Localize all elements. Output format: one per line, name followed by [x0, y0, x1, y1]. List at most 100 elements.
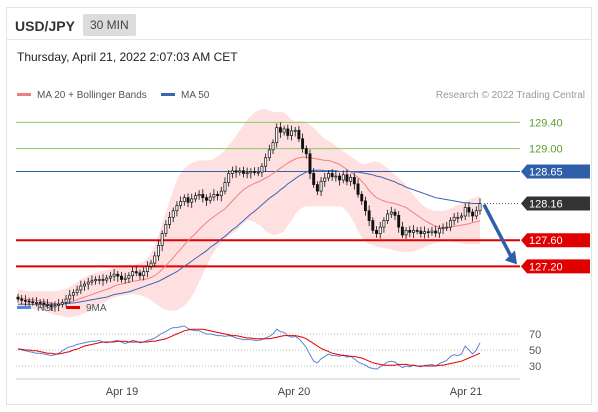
chart-header: USD/JPY 30 MIN — [7, 8, 591, 40]
time-axis: Apr 19 Apr 20 Apr 21 — [16, 378, 520, 398]
candle-body — [260, 165, 264, 173]
candle-body — [201, 194, 205, 199]
candle-body — [234, 170, 238, 173]
candle-body — [46, 303, 50, 306]
x-tick-label: Apr 21 — [450, 386, 482, 398]
candle-body — [382, 220, 386, 228]
price-level-tag — [521, 164, 590, 179]
candle-body — [352, 177, 356, 185]
rsi-tick-label: 50 — [529, 345, 541, 357]
candle-body — [186, 197, 190, 203]
forecast-arrow-head — [505, 250, 517, 265]
candle-body — [452, 216, 456, 221]
price-pane: 129.40 129.00 128.65 128.16 127.60 127.20 — [16, 109, 590, 317]
candle-body — [389, 211, 393, 215]
candle-body — [108, 275, 112, 279]
candle-body — [330, 173, 334, 178]
candle-body — [448, 220, 452, 228]
rsi-ma-legend-label: 9MA — [86, 303, 107, 314]
candle-body — [441, 227, 445, 230]
candle-body — [238, 170, 242, 173]
candle-body — [308, 153, 312, 174]
candle-body — [412, 230, 415, 233]
candle-body — [256, 171, 260, 174]
timeframe-button[interactable]: 30 MIN — [83, 14, 136, 36]
candle-body — [360, 194, 364, 202]
rsi-line — [17, 325, 481, 370]
candle-body — [127, 275, 131, 279]
candle-body — [90, 280, 94, 283]
candle-body — [463, 207, 467, 217]
candle-body — [456, 216, 460, 219]
price-level-label: 129.40 — [529, 117, 563, 129]
candle-body — [205, 197, 208, 201]
candle-body — [264, 157, 268, 167]
candle-body — [363, 200, 367, 212]
candle-body — [197, 194, 201, 197]
candle-body — [393, 211, 397, 216]
candle-body — [35, 302, 38, 304]
candle-body — [327, 173, 330, 179]
candle-body — [138, 272, 142, 276]
rsi-ma-line — [18, 328, 481, 367]
candle-body — [86, 281, 90, 285]
candle-body — [267, 149, 271, 159]
ma50-legend-swatch — [161, 93, 175, 96]
candle-body — [245, 172, 249, 175]
research-credit: Research © 2022 Trading Central — [436, 90, 585, 101]
bollinger-band — [18, 109, 480, 317]
candle-body — [319, 180, 323, 192]
candle-body — [31, 301, 35, 304]
candle-body — [105, 277, 109, 281]
rsi-pane: 70 50 30 — [16, 325, 541, 373]
candle-body — [160, 233, 164, 246]
x-tick-label: Apr 20 — [278, 386, 310, 398]
candle-body — [116, 273, 120, 277]
candle-body — [164, 224, 168, 234]
candle-body — [301, 138, 305, 149]
candle-body — [282, 128, 286, 133]
ma50-line — [18, 169, 480, 305]
candle-body — [437, 228, 441, 234]
candle-body — [71, 292, 75, 296]
price-level-label: 128.16 — [529, 199, 563, 211]
candle-body — [75, 289, 79, 293]
candle-body — [64, 298, 68, 303]
candle-body — [193, 195, 197, 200]
candle-body — [312, 173, 316, 185]
candle-body — [97, 279, 101, 281]
candle-body — [153, 255, 157, 264]
candle-body — [134, 271, 138, 274]
candle-body — [94, 279, 98, 282]
candle-body — [275, 127, 279, 144]
candle-body — [345, 174, 349, 182]
candle-body — [349, 177, 353, 182]
candle-body — [57, 303, 61, 306]
forecast-arrow-shaft — [482, 203, 513, 258]
candle-body — [397, 214, 401, 228]
candle-body — [297, 129, 301, 140]
candle-body — [219, 190, 223, 197]
price-level-label: 127.20 — [529, 261, 563, 273]
candle-body — [426, 231, 430, 234]
candle-body — [230, 170, 234, 174]
ma20-legend-label: MA 20 + Bollinger Bands — [37, 90, 147, 101]
candle-body — [315, 184, 319, 192]
candle-body — [467, 207, 471, 213]
price-level-tag — [521, 233, 590, 248]
price-level-label: 127.60 — [529, 235, 563, 247]
price-level-label: 129.00 — [529, 144, 563, 156]
rsi-legend: RSI 9MA — [17, 303, 107, 314]
candle-body — [474, 210, 478, 217]
candle-body — [460, 215, 463, 218]
candle-body — [430, 230, 434, 233]
candle-body — [241, 170, 245, 174]
candle-body — [171, 210, 175, 218]
candle-body — [271, 142, 275, 151]
candle-body — [304, 148, 308, 155]
candle-body — [120, 275, 123, 280]
candle-body — [434, 230, 438, 234]
candle-body — [404, 230, 408, 236]
candle-body — [182, 197, 186, 202]
